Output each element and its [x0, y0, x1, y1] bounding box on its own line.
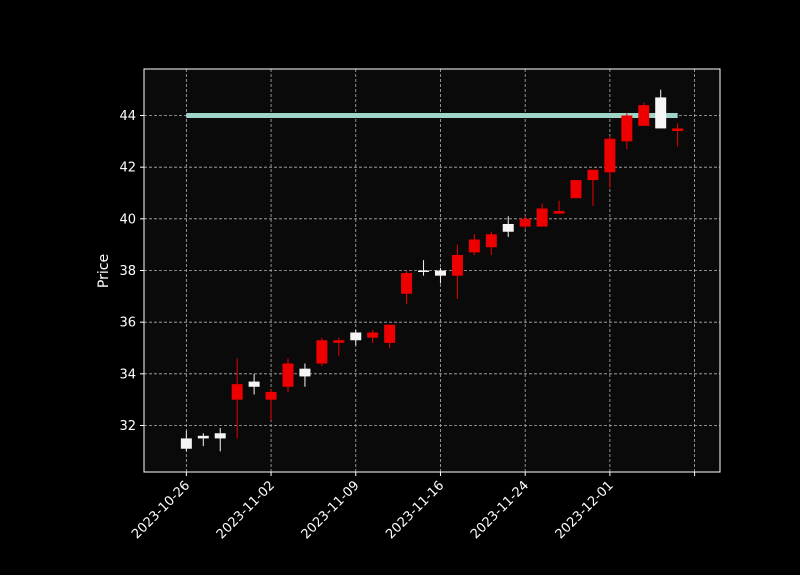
candle [384, 324, 396, 348]
candle [214, 428, 226, 452]
candle [282, 358, 294, 392]
candle [333, 337, 345, 356]
candle [468, 234, 480, 255]
candle [553, 200, 565, 214]
candle [248, 373, 260, 395]
candle-body [418, 270, 430, 272]
candle [570, 180, 582, 199]
candle-body [570, 180, 582, 199]
candle [672, 123, 684, 147]
candle-body [265, 391, 277, 400]
candle [587, 169, 599, 206]
candle-body [553, 211, 565, 214]
y-tick-label: 40 [119, 212, 136, 227]
candle-body [519, 218, 531, 227]
candle-body [451, 255, 463, 276]
candle [265, 389, 277, 421]
candle-body [248, 381, 260, 387]
candle [621, 112, 633, 150]
candle [299, 363, 311, 387]
y-tick-label: 32 [119, 419, 136, 434]
candle [604, 136, 616, 188]
candle [519, 216, 531, 230]
candle-body [231, 384, 243, 400]
candle [350, 329, 362, 346]
candle-body [282, 363, 294, 387]
candle [401, 270, 413, 305]
candle [485, 231, 497, 255]
y-tick-label: 38 [119, 264, 136, 279]
candle-body [638, 105, 650, 126]
candle-body [401, 273, 413, 294]
candle [367, 329, 379, 343]
candle [655, 89, 667, 129]
y-axis-label: Price [96, 254, 112, 288]
candle [536, 203, 548, 227]
candle-body [333, 340, 345, 343]
candle [231, 358, 243, 439]
candle [316, 337, 328, 367]
candle [502, 216, 514, 237]
candle-body [536, 208, 548, 227]
candle-body [316, 340, 328, 364]
candle [434, 267, 446, 284]
candle-body [434, 270, 446, 276]
candle-body [604, 138, 616, 173]
candle-body [384, 324, 396, 343]
y-tick-label: 34 [119, 367, 136, 382]
candle [180, 430, 192, 452]
candle [197, 433, 209, 447]
candle [418, 260, 430, 276]
candle-body [350, 332, 362, 341]
candle-body [655, 97, 667, 129]
candle-body [502, 224, 514, 232]
y-tick-label: 44 [119, 109, 136, 124]
candle-body [367, 332, 379, 338]
candles [180, 89, 684, 452]
candle-body [621, 115, 633, 142]
y-tick-label: 36 [119, 316, 136, 331]
y-axis: 32 34 36 38 40 42 44 [119, 109, 144, 434]
y-tick-label: 42 [119, 161, 136, 176]
candle-body [587, 169, 599, 181]
candle [451, 244, 463, 299]
candle-body [672, 128, 684, 131]
candle-body [197, 435, 209, 439]
candle [638, 102, 650, 126]
candle-body [468, 239, 480, 253]
candle-body [180, 438, 192, 449]
candle-body [214, 433, 226, 439]
candle-body [485, 234, 497, 248]
candle-body [299, 368, 311, 377]
